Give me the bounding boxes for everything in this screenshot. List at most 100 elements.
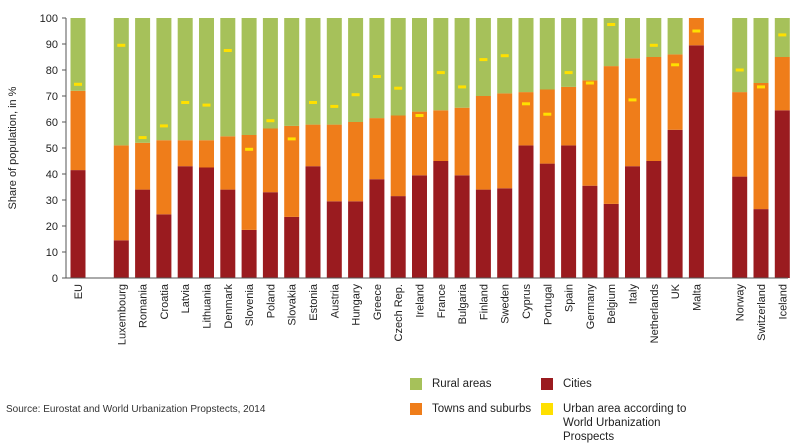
bar-segment-towns-and-suburbs <box>177 140 193 167</box>
urban-marker <box>757 85 765 89</box>
urban-marker <box>671 63 680 67</box>
legend-swatch-cities <box>541 378 553 390</box>
bar-segment-towns-and-suburbs <box>475 96 491 190</box>
bar-segment-rural-areas <box>156 18 172 141</box>
bar-segment-towns-and-suburbs <box>518 92 534 146</box>
bar-segment-cities <box>667 129 683 278</box>
urban-marker <box>649 43 658 47</box>
bar-segment-rural-areas <box>70 18 86 91</box>
y-tick-label: 50 <box>46 143 58 155</box>
legend-label-cities: Cities <box>563 378 592 390</box>
bar-segment-rural-areas <box>113 18 129 146</box>
urban-marker <box>692 29 701 33</box>
source-note: Source: Eurostat and World Urbanization … <box>6 404 266 415</box>
bar-segment-rural-areas <box>433 18 449 111</box>
bar-segment-towns-and-suburbs <box>774 57 790 111</box>
y-tick-label: 80 <box>46 65 58 77</box>
bar-segment-rural-areas <box>199 18 214 141</box>
legend-swatch-rural <box>410 378 422 390</box>
bar-segment-cities <box>774 110 790 278</box>
bar-segment-rural-areas <box>518 18 534 93</box>
bar-segment-cities <box>326 201 342 278</box>
x-tick-label: Estonia <box>308 283 320 321</box>
x-tick-label: Norway <box>735 284 747 322</box>
bar-segment-rural-areas <box>561 18 577 87</box>
bar-segment-rural-areas <box>625 18 640 59</box>
urban-marker <box>159 124 168 128</box>
bar-segment-rural-areas <box>774 18 790 57</box>
x-tick-label: Switzerland <box>756 284 768 341</box>
bar-segment-towns-and-suburbs <box>284 125 300 217</box>
x-tick-label: Greece <box>372 284 384 320</box>
bar-segment-cities <box>156 214 172 278</box>
bar-segment-towns-and-suburbs <box>348 122 364 202</box>
bar-segment-towns-and-suburbs <box>135 142 151 190</box>
legend-swatch-towns <box>410 403 422 415</box>
urban-marker <box>74 82 82 86</box>
bar-segment-towns-and-suburbs <box>497 93 513 189</box>
bar-segment-towns-and-suburbs <box>262 128 278 193</box>
bar-segment-cities <box>177 166 193 278</box>
y-axis-label: Share of population, in % <box>7 86 19 209</box>
y-tick-labels: 0 10 20 30 40 50 60 70 80 90 100 <box>40 13 58 285</box>
bar-segment-towns-and-suburbs <box>753 83 769 210</box>
x-tick-label: Romania <box>138 283 150 328</box>
y-tick-label: 70 <box>46 91 58 103</box>
bar-segment-cities <box>390 196 406 278</box>
bar-segment-cities <box>262 192 278 278</box>
bar-segment-towns-and-suburbs <box>582 80 598 186</box>
bars <box>70 18 790 278</box>
bar-segment-rural-areas <box>753 18 769 83</box>
x-tick-label: Belgium <box>606 284 618 324</box>
bar-segment-cities <box>241 229 257 278</box>
x-tick-label: France <box>436 284 448 318</box>
urban-marker <box>564 71 573 75</box>
urban-marker <box>778 33 787 37</box>
y-tick-label: 0 <box>52 273 58 285</box>
y-tick-label: 60 <box>46 117 58 129</box>
bar-segment-rural-areas <box>177 18 193 141</box>
bar-segment-towns-and-suburbs <box>390 115 406 197</box>
bar-segment-towns-and-suburbs <box>369 118 385 180</box>
bar-segment-rural-areas <box>667 18 683 55</box>
bar-segment-rural-areas <box>220 18 236 137</box>
y-tick-label: 40 <box>46 169 58 181</box>
bar-segment-cities <box>113 240 129 278</box>
bar-segment-cities <box>135 189 151 278</box>
bar-segment-rural-areas <box>326 18 342 125</box>
x-tick-label: Ireland <box>415 284 427 318</box>
urban-marker <box>458 85 467 89</box>
bar-segment-rural-areas <box>369 18 385 119</box>
urban-marker <box>500 54 509 58</box>
urban-marker <box>522 102 530 106</box>
urban-marker <box>202 103 211 107</box>
urban-marker <box>266 119 275 123</box>
bar-segment-towns-and-suburbs <box>199 140 214 168</box>
urban-marker <box>479 58 488 62</box>
urban-marker <box>415 114 424 117</box>
urban-markers <box>74 23 787 151</box>
bar-segment-cities <box>348 201 364 278</box>
bar-segment-cities <box>475 189 491 278</box>
y-tick-label: 20 <box>46 221 58 233</box>
bar-segment-cities <box>518 145 534 278</box>
bar-segment-rural-areas <box>305 18 321 125</box>
urban-marker <box>223 49 232 52</box>
bar-segment-cities <box>582 185 598 278</box>
urban-marker <box>138 136 147 140</box>
x-tick-label: Slovenia <box>244 283 256 326</box>
bar-segment-cities <box>433 161 449 278</box>
bar-segment-towns-and-suburbs <box>113 145 129 241</box>
x-tick-label: Finland <box>478 284 490 320</box>
x-tick-label: Slovakia <box>287 283 299 325</box>
legend-label-urban: Urban area according to World Urbanizati… <box>563 403 687 443</box>
urban-marker <box>309 101 317 104</box>
bar-segment-cities <box>497 188 513 278</box>
bar-segment-rural-areas <box>582 18 598 81</box>
bar-segment-towns-and-suburbs <box>539 89 555 164</box>
bar-segment-towns-and-suburbs <box>732 92 748 177</box>
urban-marker <box>372 75 381 78</box>
bar-segment-towns-and-suburbs <box>326 124 342 202</box>
x-tick-label: Luxembourg <box>116 284 128 345</box>
bar-segment-towns-and-suburbs <box>156 140 172 215</box>
